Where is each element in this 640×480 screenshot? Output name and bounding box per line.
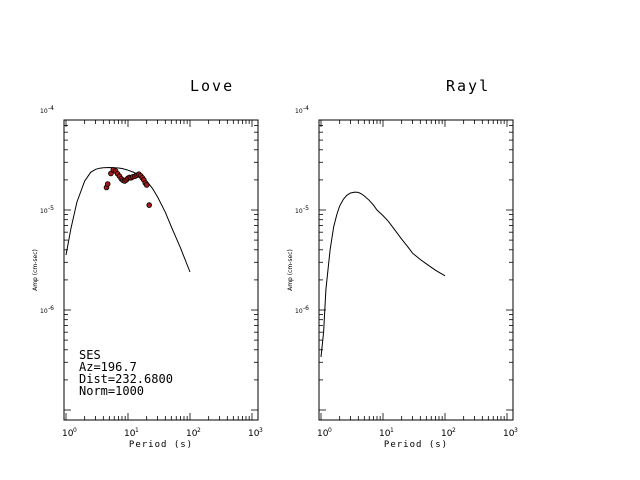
love-axis-ticks: 10 0 10 1 10 2 10 310 -610 -510 -4 xyxy=(40,105,263,439)
x-tick-label: 10 xyxy=(503,429,515,439)
y-tick-label: 10 xyxy=(295,108,303,115)
y-tick-label: 10 xyxy=(40,108,48,115)
rayleigh-panel: 10 0 10 1 10 2 10 310 -610 -510 -4 Period (s) Amp … xyxy=(287,105,518,450)
x-tick-label-exponent: 2 xyxy=(452,427,456,434)
x-tick-label-exponent: 2 xyxy=(197,427,201,434)
azimuth-value: Az=196.7 xyxy=(79,360,137,374)
station-code: SES xyxy=(79,348,101,362)
x-tick-label: 10 xyxy=(248,429,260,439)
synthetic-curve-line xyxy=(65,166,191,273)
observed-data-point xyxy=(104,181,111,187)
x-tick-label: 10 xyxy=(317,429,329,439)
y-tick-label-exponent: -6 xyxy=(303,305,309,312)
x-tick-label: 10 xyxy=(379,429,391,439)
y-tick-label: 10 xyxy=(295,208,303,215)
love-synthetic-curve xyxy=(65,166,191,273)
rayleigh-plot-frame xyxy=(318,119,514,421)
y-tick-label-exponent: -4 xyxy=(303,105,309,112)
rayleigh-panel-title: Rayl xyxy=(446,77,490,95)
x-tick-label: 10 xyxy=(124,429,136,439)
love-panel-title: Love xyxy=(190,77,234,95)
distance-value: Dist=232.6800 xyxy=(79,372,173,386)
x-tick-label-exponent: 1 xyxy=(390,427,394,434)
y-tick-label: 10 xyxy=(40,308,48,315)
y-tick-label-exponent: -5 xyxy=(303,205,309,212)
x-tick-label-exponent: 0 xyxy=(73,427,77,434)
y-tick-label-exponent: -4 xyxy=(48,105,54,112)
x-tick-label-exponent: 3 xyxy=(514,427,518,434)
synthetic-curve-line xyxy=(320,191,446,357)
y-tick-label: 10 xyxy=(295,308,303,315)
x-tick-label: 10 xyxy=(441,429,453,439)
y-tick-label-exponent: -5 xyxy=(48,205,54,212)
observed-data-point xyxy=(143,182,150,188)
x-tick-label: 10 xyxy=(62,429,74,439)
love-plot-frame xyxy=(63,119,259,421)
x-tick-label-exponent: 3 xyxy=(259,427,263,434)
x-tick-label-exponent: 0 xyxy=(328,427,332,434)
rayleigh-x-axis-label: Period (s) xyxy=(384,440,448,450)
x-tick-label: 10 xyxy=(186,429,198,439)
love-x-axis-label: Period (s) xyxy=(129,440,193,450)
rayleigh-synthetic-curve xyxy=(320,191,446,357)
norm-value: Norm=1000 xyxy=(79,384,144,398)
y-tick-label-exponent: -6 xyxy=(48,305,54,312)
love-y-axis-label: Amp (cm-sec) xyxy=(32,249,39,291)
observed-data-point xyxy=(146,202,153,208)
love-observed-points xyxy=(103,167,153,208)
rayleigh-y-axis-label: Amp (cm-sec) xyxy=(287,249,294,291)
x-tick-label-exponent: 1 xyxy=(135,427,139,434)
y-tick-label: 10 xyxy=(40,208,48,215)
love-panel: 10 0 10 1 10 2 10 310 -610 -510 -4 Period (s) Amp … xyxy=(32,105,263,450)
rayleigh-axis-ticks: 10 0 10 1 10 2 10 310 -610 -510 -4 xyxy=(295,105,518,439)
